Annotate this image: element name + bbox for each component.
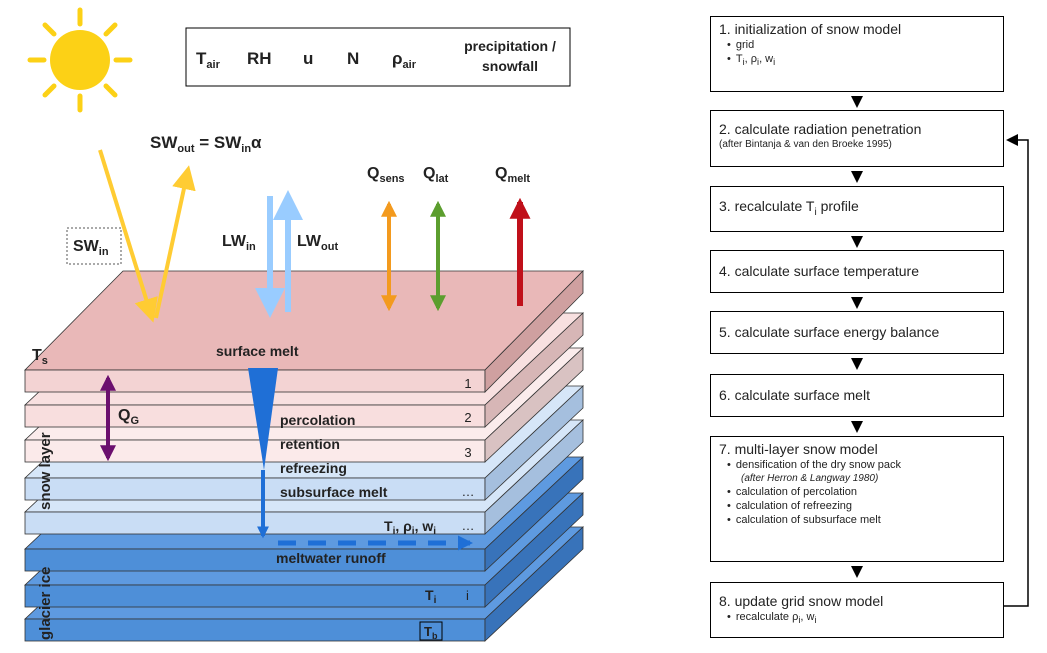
step-2-title: 2. calculate radiation penetration	[719, 121, 922, 137]
subsurface-melt-label: subsurface melt	[280, 484, 388, 500]
step-8-item: recalculate ρi, wi	[719, 610, 995, 627]
ts-label: Ts	[32, 347, 48, 367]
refreezing-label: refreezing	[280, 460, 347, 476]
step-6-box: 6. calculate surface melt	[710, 374, 1004, 417]
q-sens-label: Qsens	[367, 165, 405, 185]
var-u: u	[303, 49, 313, 68]
surface-layer-1	[24, 270, 584, 393]
layer-number-2: 2	[464, 410, 471, 425]
meltwater-runoff-label: meltwater runoff	[276, 550, 386, 566]
step-6-title: 6. calculate surface melt	[719, 387, 870, 403]
step-4-title: 4. calculate surface temperature	[719, 263, 919, 279]
sw-out-equation: SWout = SWinα	[150, 133, 262, 155]
step-3-title: 3. recalculate Ti profile	[719, 197, 859, 218]
step-7-item-percolation: calculation of percolation	[719, 485, 995, 499]
step-7-item-densification: densification of the dry snow pack	[719, 458, 995, 472]
q-lat-label: Qlat	[423, 165, 449, 185]
model-flowchart: 1. initialization of snow model grid Ti,…	[640, 0, 1047, 648]
step-7-item-subsurface-melt: calculation of subsurface melt	[719, 513, 995, 527]
q-g-label: QG	[118, 407, 139, 427]
step-2-note: (after Bintanja & van den Broeke 1995)	[719, 139, 892, 150]
input-variables-box: Tair RH u N ρair precipitation / snowfal…	[185, 27, 571, 87]
arrow-5-6	[851, 358, 863, 370]
sw-out-arrow	[154, 165, 196, 319]
arrow-1-2	[851, 96, 863, 108]
var-rho: ρair	[392, 49, 417, 71]
step-1-item-grid: grid	[719, 38, 995, 52]
layer-stack	[23, 270, 585, 642]
tb-box	[419, 621, 443, 641]
var-tair: Tair	[196, 49, 221, 71]
layer-number-5: …	[462, 518, 475, 533]
energy-balance-diagram: Tair RH u N ρair precipitation / snowfal…	[23, 7, 585, 642]
sw-in-arrow	[98, 149, 158, 323]
var-rh: RH	[247, 49, 272, 68]
var-n: N	[347, 49, 359, 68]
layer-number-4: …	[462, 484, 475, 499]
ice-ti-label: Ti	[425, 587, 437, 606]
sun-icon	[27, 7, 133, 113]
arrow-6-7	[851, 421, 863, 433]
step-2-box: 2. calculate radiation penetration (afte…	[710, 110, 1004, 167]
step-7-item-refreezing: calculation of refreezing	[719, 499, 995, 513]
sw-in-label: SWin	[73, 238, 109, 258]
var-precip-1: precipitation /	[464, 38, 556, 54]
step-7-title: 7. multi-layer snow model	[719, 441, 878, 457]
diagram-canvas: Tair RH u N ρair precipitation / snowfal…	[23, 7, 585, 642]
arrow-2-3	[851, 171, 863, 183]
arrow-4-5	[851, 297, 863, 309]
layer-number-3: 3	[464, 445, 471, 460]
step-3-box: 3. recalculate Ti profile	[710, 186, 1004, 232]
ice-index-label: i	[466, 588, 469, 603]
arrow-3-4	[851, 236, 863, 248]
step-1-title: 1. initialization of snow model	[719, 21, 902, 37]
surface-melt-label: surface melt	[216, 343, 299, 359]
layer-number-1: 1	[464, 376, 471, 391]
step-5-box: 5. calculate surface energy balance	[710, 311, 1004, 354]
flow-connectors	[1004, 134, 1029, 607]
step-7-note: (after Herron & Langway 1980)	[741, 473, 879, 484]
glacier-ice-side-label: glacier ice	[37, 567, 54, 640]
q-melt-label: Qmelt	[495, 165, 530, 185]
step-8-title: 8. update grid snow model	[719, 593, 884, 609]
var-precip-2: snowfall	[482, 58, 538, 74]
step-1-box: 1. initialization of snow model grid Ti,…	[710, 16, 1004, 92]
percolation-wedge	[248, 368, 278, 470]
step-8-box: 8. update grid snow model recalculate ρi…	[710, 582, 1004, 638]
loop-back-arrowhead	[1006, 134, 1018, 146]
step-5-title: 5. calculate surface energy balance	[719, 324, 940, 340]
lw-out-label: LWout	[297, 233, 338, 253]
layer-vars-label: Ti, ρi, wi	[384, 518, 436, 537]
tb-label: Tb	[424, 624, 438, 641]
step-1-item-vars: Ti, ρi, wi	[719, 52, 995, 69]
snow-layer-side-label: snow layer	[37, 432, 54, 510]
step-7-box: 7. multi-layer snow model densification …	[710, 436, 1004, 562]
step-4-box: 4. calculate surface temperature	[710, 250, 1004, 293]
retention-label: retention	[280, 436, 340, 452]
loop-back-line	[1004, 139, 1029, 607]
lw-in-label: LWin	[222, 233, 256, 253]
arrow-7-8	[851, 566, 863, 578]
sw-in-label-box: SWin	[66, 227, 122, 265]
percolation-label: percolation	[280, 412, 355, 428]
